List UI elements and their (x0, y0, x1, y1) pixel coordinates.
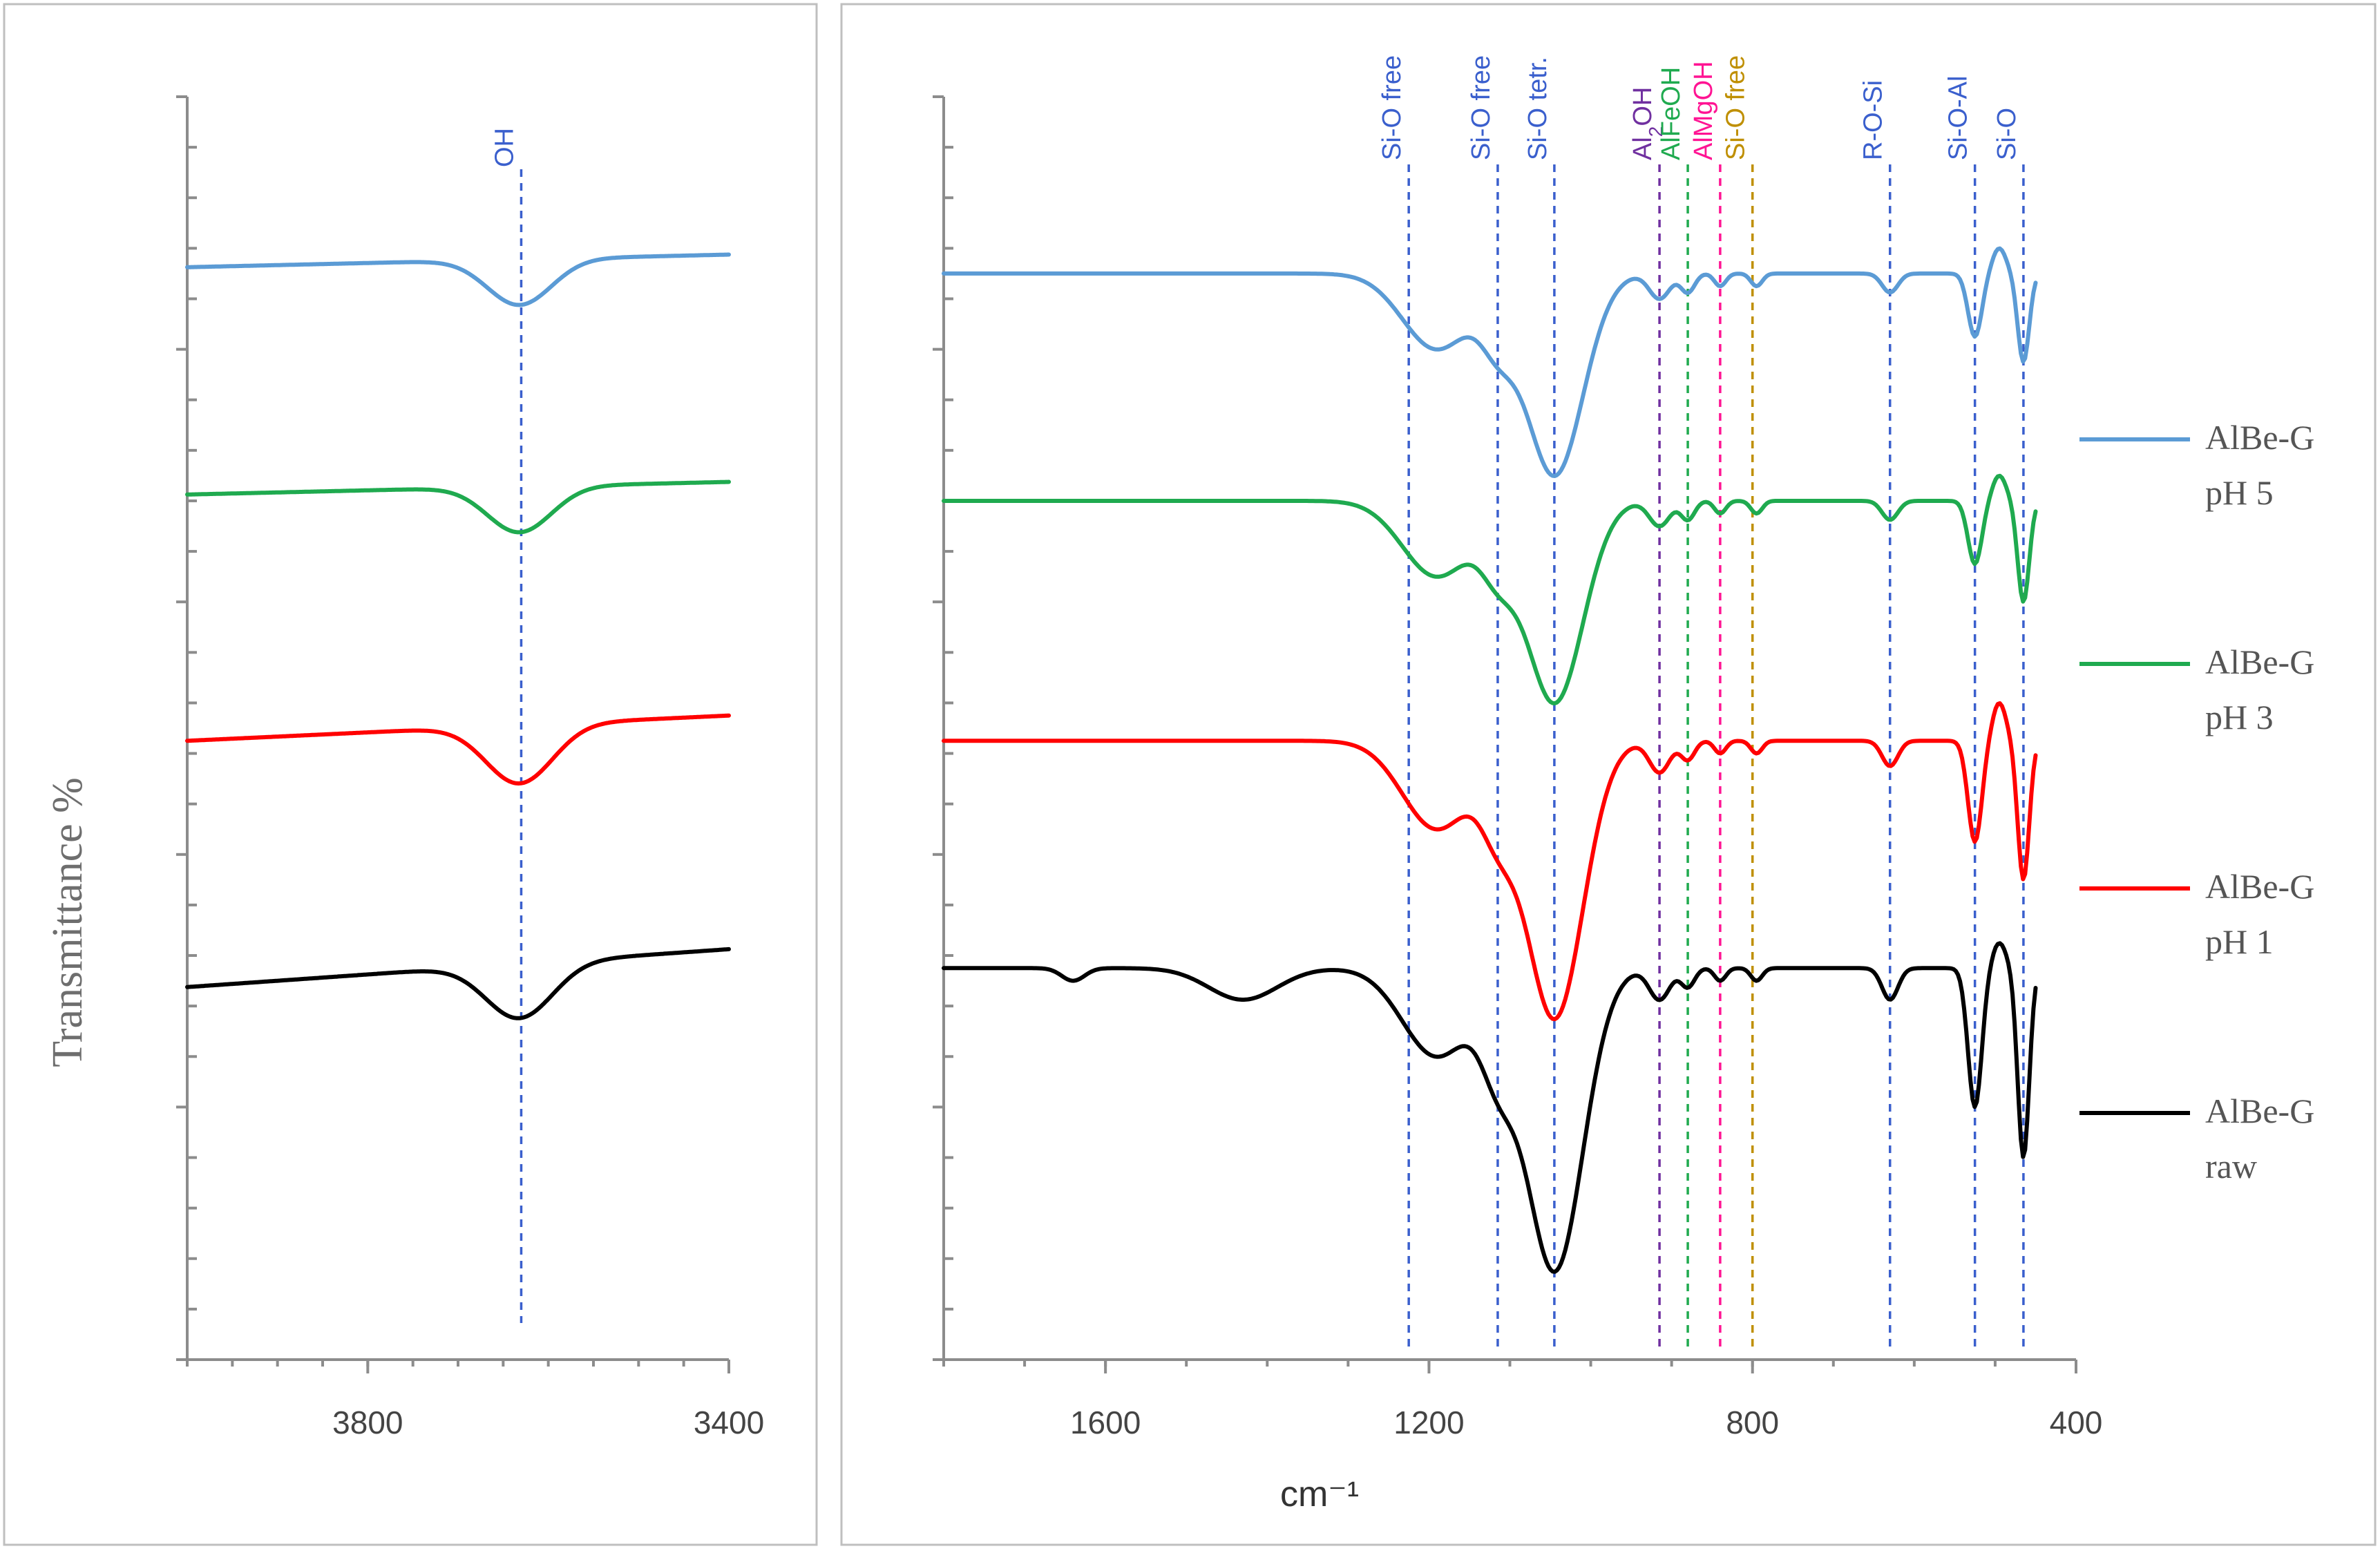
series-line (185, 479, 731, 535)
annotation-label: Si-O free (1722, 55, 1751, 160)
x-tick-label: 400 (2050, 1405, 2103, 1440)
legend-label: AlBe-G (2205, 867, 2314, 906)
annotation-label: Si-O tetr. (1523, 57, 1552, 160)
legend: AlBe-G pH 5 AlBe-G pH 3 AlBe-G pH 1 AlBe-G raw (2079, 418, 2314, 1186)
legend-label-sub: pH 3 (2205, 698, 2274, 736)
x-tick-label: 3800 (332, 1405, 403, 1440)
left-reference-lines: OH (490, 128, 523, 1323)
legend-label: AlBe-G (2205, 1092, 2314, 1130)
annotation-label: Si-O free (1378, 55, 1407, 160)
series-line (185, 252, 731, 307)
legend-label-sub: pH 5 (2205, 473, 2274, 512)
annotation-label: AlMgOH (1689, 61, 1718, 160)
series-line (185, 713, 731, 786)
left-series (185, 252, 731, 1020)
legend-label: AlBe-G (2205, 418, 2314, 457)
legend-label-sub: pH 1 (2205, 922, 2274, 961)
series-line (942, 701, 2038, 1022)
left-x-ticks: 3800 3400 (186, 1360, 764, 1440)
annotation-label: Si-O (1992, 108, 2021, 160)
x-tick-label: 1200 (1393, 1405, 1464, 1440)
left-y-ticks (176, 95, 197, 1361)
annotation-label: Si-O free (1467, 55, 1496, 160)
right-series (942, 246, 2038, 1274)
x-axis-label: cm⁻¹ (1280, 1474, 1359, 1514)
series-line (185, 946, 731, 1020)
legend-label: AlBe-G (2205, 643, 2314, 681)
x-tick-label: 800 (1726, 1405, 1779, 1440)
annotation-label: Si-O-Al (1944, 76, 1973, 160)
legend-label-sub: raw (2205, 1147, 2257, 1186)
annotation-label: R-O-Si (1859, 80, 1888, 160)
series-line (942, 246, 2038, 478)
right-panel-frame (840, 3, 2377, 1546)
right-y-ticks (933, 95, 953, 1361)
annotation-label: AlFeOH (1657, 67, 1686, 160)
left-panel-frame (3, 3, 818, 1546)
x-tick-label: 1600 (1070, 1405, 1141, 1440)
y-axis-label: Transmittance % (44, 777, 91, 1067)
series-line (942, 473, 2038, 705)
annotation-label: OH (490, 128, 519, 167)
right-x-ticks: 1600 1200 800 400 (942, 1360, 2103, 1440)
series-line (942, 941, 2038, 1274)
annotation-label: Al2OH (1628, 87, 1666, 160)
x-tick-label: 3400 (694, 1405, 764, 1440)
